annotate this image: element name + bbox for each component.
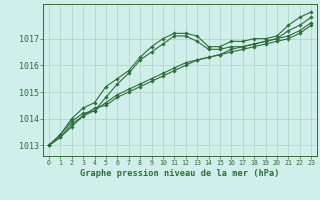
X-axis label: Graphe pression niveau de la mer (hPa): Graphe pression niveau de la mer (hPa)	[80, 169, 280, 178]
